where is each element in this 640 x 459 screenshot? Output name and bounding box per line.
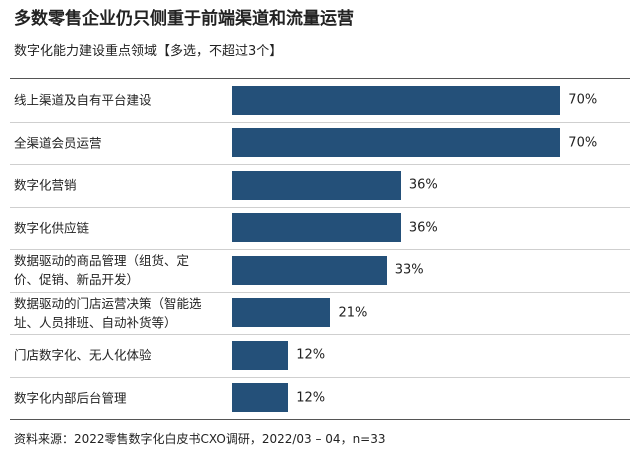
chart-subtitle: 数字化能力建设重点领域【多选，不超过3个】	[14, 44, 283, 59]
value-label: 70%	[568, 92, 598, 108]
chart: 线上渠道及自有平台建设 70% 全渠道会员运营 70% 数字化营销 36% 数字化供应链 36…	[10, 78, 630, 420]
category-label: 线上渠道及自有平台建设	[14, 92, 152, 108]
chart-title: 多数零售企业仍只侧重于前端渠道和流量运营	[14, 9, 354, 29]
value-label: 33%	[394, 262, 424, 278]
row-separator	[10, 164, 630, 165]
category-label: 门店数字化、无人化体验	[14, 347, 152, 363]
category-label: 数据驱动的门店运营决策（智能选址、人员排班、自动补货等）	[14, 295, 202, 330]
row-separator	[10, 291, 630, 293]
bar	[232, 85, 561, 115]
category-label: 数字化营销	[14, 177, 77, 193]
bar	[232, 170, 401, 200]
category-label: 数据驱动的商品管理（组货、定价、促销、新品开发）	[14, 253, 190, 288]
row-separator	[10, 121, 630, 123]
row-separator	[10, 334, 630, 335]
bar	[232, 340, 289, 370]
value-label: 21%	[338, 305, 368, 321]
bar	[232, 383, 289, 413]
bar	[232, 213, 401, 243]
bar	[232, 255, 387, 285]
value-label: 36%	[408, 220, 438, 236]
row-separator	[10, 206, 630, 208]
value-label: 12%	[296, 390, 326, 406]
value-label: 12%	[296, 347, 326, 363]
category-label: 全渠道会员运营	[14, 135, 102, 151]
row-separator	[10, 249, 630, 250]
value-label: 36%	[408, 177, 438, 193]
source-note: 资料来源：2022零售数字化白皮书CXO调研，2022/03 – 04，n=33	[14, 432, 386, 446]
value-label: 70%	[568, 135, 598, 151]
row-separator	[10, 376, 630, 378]
bar	[232, 298, 331, 328]
category-label: 数字化供应链	[14, 220, 90, 236]
bar	[232, 128, 561, 158]
category-label: 数字化内部后台管理	[14, 390, 127, 406]
